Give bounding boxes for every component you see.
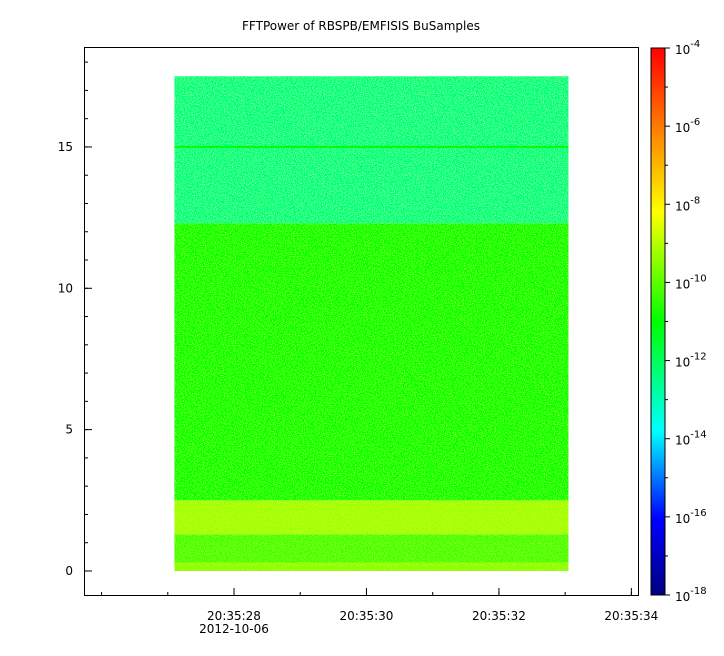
colorbar-tick-label: 10-16 (675, 508, 707, 526)
heatmap-band (174, 562, 569, 571)
y-tick-label: 5 (65, 423, 73, 437)
colorbar-tick-exponent: -8 (690, 195, 700, 206)
heatmap-band (174, 500, 569, 535)
colorbar-tick-base: 10 (675, 277, 690, 291)
heatmap-line-feature (174, 145, 569, 148)
colorbar-tick-exponent: -10 (690, 273, 706, 284)
colorbar-tick-base: 10 (675, 121, 690, 135)
colorbar-tick-base: 10 (675, 199, 690, 213)
colorbar-tick-base: 10 (675, 590, 690, 604)
colorbar (650, 47, 666, 596)
colorbar-tick-exponent: -16 (690, 508, 706, 519)
x-tick-label: 20:35:30 (340, 609, 394, 623)
colorbar-tick-label: 10-14 (675, 430, 707, 448)
colorbar-tick-label: 10-10 (675, 273, 707, 291)
colorbar-tick-label: 10-12 (675, 352, 707, 370)
chart-title: FFTPower of RBSPB/EMFISIS BuSamples (242, 19, 480, 33)
colorbar-tick-label: 10-18 (675, 586, 707, 604)
heatmap-area (174, 76, 569, 571)
y-tick-label: 15 (58, 140, 73, 154)
colorbar-tick-exponent: -14 (690, 430, 706, 441)
x-tick-label: 20:35:32 (472, 609, 526, 623)
heatmap-band (174, 223, 569, 501)
colorbar-tick-base: 10 (675, 434, 690, 448)
x-tick-label: 20:35:34 (604, 609, 658, 623)
x-tick-label: 20:35:28 (207, 609, 261, 623)
colorbar-tick-exponent: -4 (690, 39, 700, 50)
colorbar-tick-exponent: -6 (690, 117, 700, 128)
heatmap-band (174, 76, 569, 224)
colorbar-tick-exponent: -12 (690, 352, 706, 363)
y-axis: 0 5 10 15 (58, 61, 92, 578)
x-tick-date-label: 2012-10-06 (199, 622, 269, 636)
colorbar-tick-label: 10-4 (675, 39, 700, 57)
colorbar-tick-base: 10 (675, 512, 690, 526)
heatmap-band (174, 534, 569, 563)
colorbar-tick-label: 10-8 (675, 195, 700, 213)
colorbar-tick-label: 10-6 (675, 117, 700, 135)
y-tick-label: 0 (65, 564, 73, 578)
y-tick-label: 10 (58, 281, 73, 295)
colorbar-tick-exponent: -18 (690, 586, 706, 597)
colorbar-tick-base: 10 (675, 43, 690, 57)
colorbar-tick-base: 10 (675, 356, 690, 370)
